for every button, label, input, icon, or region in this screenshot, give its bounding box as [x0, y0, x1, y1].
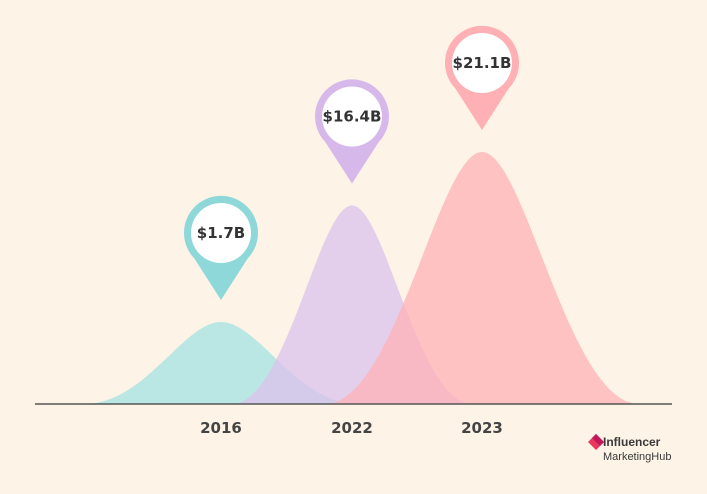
x-axis-labels: 2016 2022 2023	[200, 419, 503, 437]
x-tick-label: 2023	[461, 419, 503, 437]
value-label: $16.4B	[323, 108, 382, 126]
logo-text-line2: MarketingHub	[603, 451, 671, 463]
logo-mark-icon	[588, 434, 604, 450]
x-tick-label: 2022	[331, 419, 373, 437]
value-label: $1.7B	[197, 224, 245, 242]
curve-2023	[325, 152, 639, 404]
pin-inner-circle	[191, 203, 251, 263]
x-tick-label: 2016	[200, 419, 242, 437]
value-label: $21.1B	[453, 54, 512, 72]
influencer-marketing-hub-logo: Influencer MarketingHub	[588, 434, 671, 463]
logo-text-line1: Influencer	[603, 435, 661, 449]
value-marker-2023: $21.1B	[445, 25, 519, 130]
distribution-curves	[84, 152, 639, 404]
pin-inner-circle	[322, 86, 382, 147]
pin-inner-circle	[452, 33, 512, 93]
value-marker-2016: $1.7B	[184, 195, 258, 300]
value-markers: $1.7B $16.4B $21.1B	[184, 25, 519, 300]
value-marker-2022: $16.4B	[315, 79, 389, 184]
